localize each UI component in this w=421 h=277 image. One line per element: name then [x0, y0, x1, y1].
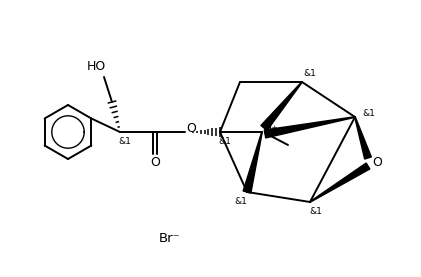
Text: O: O: [186, 122, 196, 135]
Text: &1: &1: [234, 198, 248, 206]
Polygon shape: [310, 163, 370, 202]
Text: &1: &1: [362, 109, 376, 117]
Text: O: O: [150, 157, 160, 170]
Polygon shape: [355, 117, 371, 159]
Text: Br⁻: Br⁻: [159, 232, 181, 245]
Text: &1: &1: [218, 137, 232, 145]
Text: &1: &1: [119, 137, 131, 145]
Text: &1: &1: [309, 207, 322, 217]
Text: N⁺: N⁺: [263, 124, 279, 137]
Text: HO: HO: [86, 60, 106, 73]
Polygon shape: [261, 82, 302, 130]
Text: O: O: [372, 155, 382, 168]
Text: &1: &1: [304, 70, 317, 78]
Polygon shape: [264, 117, 355, 138]
Polygon shape: [243, 132, 262, 193]
